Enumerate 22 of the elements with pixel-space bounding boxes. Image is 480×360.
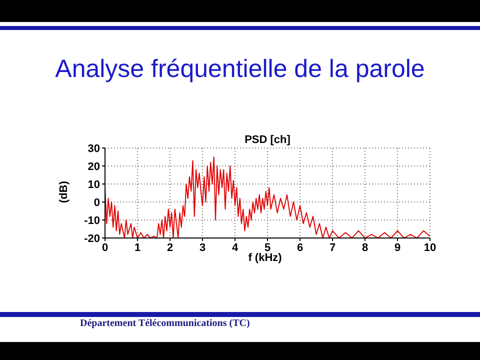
- x-tick-label: 0: [102, 242, 108, 254]
- chart-subtitle: PSD [ch]: [244, 134, 292, 146]
- x-tick-label: 7: [329, 242, 336, 254]
- y-axis-title: (dB): [58, 180, 70, 205]
- x-tick-label: 3: [199, 242, 206, 254]
- y-tick-label: -20: [84, 232, 100, 245]
- chart-title: Analyse fréquentielle de la parole: [54, 55, 426, 84]
- y-tick-label: -10: [84, 214, 100, 227]
- text: Département Télécommunications (TC): [80, 318, 250, 329]
- x-tick-label: 4: [232, 242, 239, 254]
- x-tick-label: 9: [394, 242, 401, 254]
- y-tick-label: 10: [88, 178, 100, 191]
- x-tick-label: 10: [424, 242, 436, 254]
- y-tick-label: 20: [88, 160, 100, 173]
- x-tick-label: 2: [166, 242, 174, 254]
- x-axis-title: f (kHz): [247, 252, 283, 264]
- y-tick-label: 0: [94, 196, 100, 209]
- x-tick-label: 5: [264, 242, 271, 254]
- y-tick-label: 30: [88, 142, 100, 155]
- x-tick-label: 6: [296, 242, 304, 254]
- x-tick-label: 8: [362, 242, 368, 254]
- x-tick-label: 1: [134, 242, 141, 254]
